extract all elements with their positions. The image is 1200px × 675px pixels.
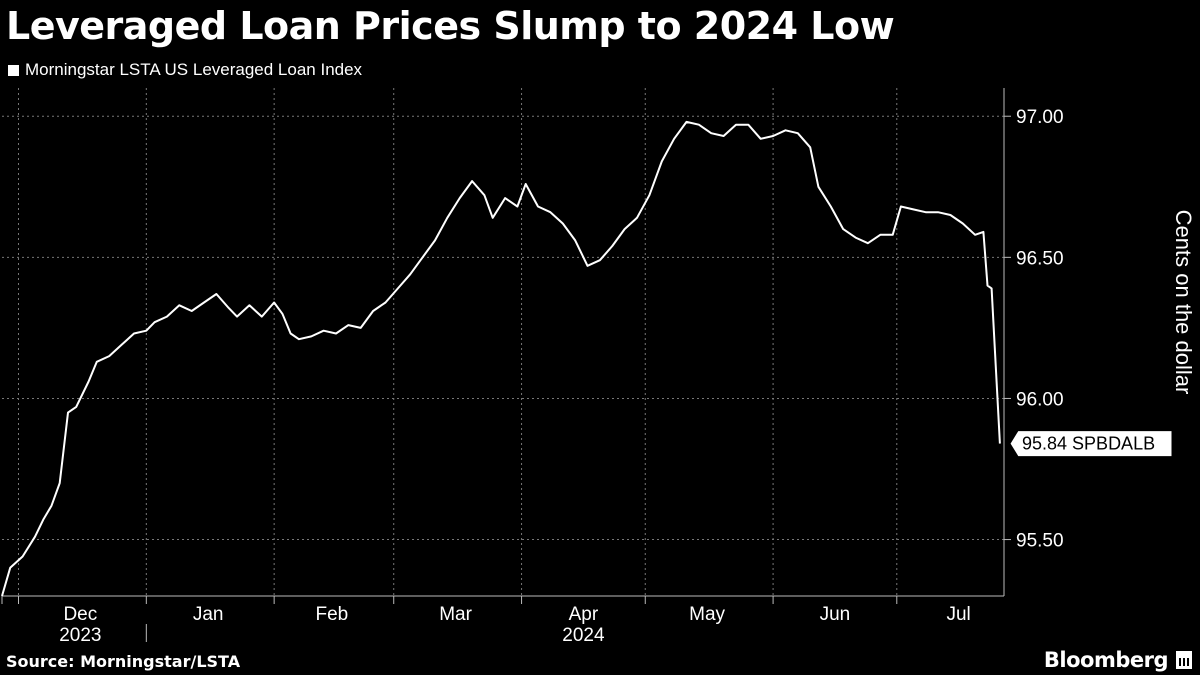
y-tick-label: 96.50 (1016, 248, 1064, 269)
y-tick-label: 95.50 (1016, 531, 1064, 552)
x-tick-label: Apr (569, 604, 599, 625)
x-tick-label: Feb (316, 604, 349, 625)
x-year-label: 2024 (562, 625, 605, 646)
y-tick-label: 96.00 (1016, 389, 1064, 410)
x-tick-label: May (689, 604, 725, 625)
y-axis-title: Cents on the dollar (1171, 210, 1196, 395)
bloomberg-logo: Bloomberg (1043, 648, 1169, 672)
x-tick-label: Jan (193, 604, 224, 625)
last-value-label: 95.84 SPBDALB (1022, 434, 1155, 454)
legend-label: Morningstar LSTA US Leveraged Loan Index (25, 60, 363, 79)
chart-title: Leveraged Loan Prices Slump to 2024 Low (6, 4, 895, 48)
x-tick-label: Jul (946, 604, 970, 625)
x-year-label: 2023 (59, 625, 101, 646)
last-value-callout (1009, 430, 1173, 458)
y-tick-label: 97.00 (1016, 107, 1064, 128)
x-tick-label: Dec (63, 604, 97, 625)
x-tick-label: Mar (439, 604, 472, 625)
legend-swatch (8, 64, 19, 76)
series-line (1, 120, 1001, 597)
legend: Morningstar LSTA US Leveraged Loan Index (8, 60, 362, 80)
x-tick-label: Jun (820, 604, 851, 625)
bloomberg-logo-icon (1176, 651, 1192, 669)
source-note: Source: Morningstar/LSTA (6, 652, 241, 671)
